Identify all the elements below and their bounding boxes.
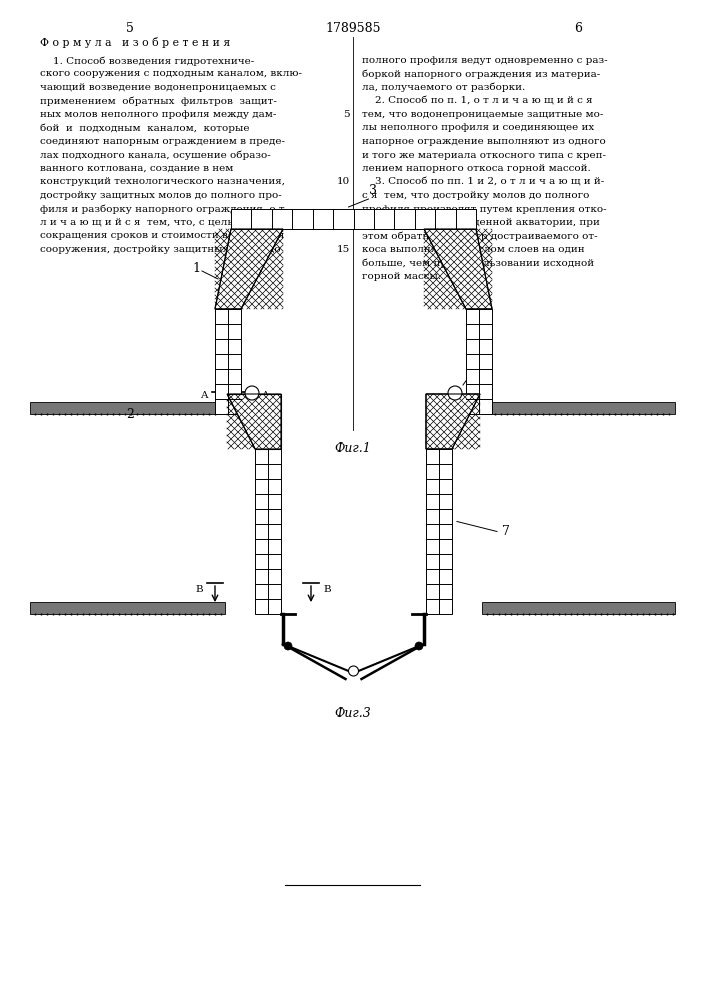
Bar bbox=[215, 309, 241, 414]
Text: соединяют напорным ограждением в преде-: соединяют напорным ограждением в преде- bbox=[40, 137, 285, 146]
Text: л и ч а ю щ и й с я  тем, что, с целью: л и ч а ю щ и й с я тем, что, с целью bbox=[40, 218, 242, 227]
Text: боркой напорного ограждения из материа-: боркой напорного ограждения из материа- bbox=[362, 70, 600, 79]
Text: A: A bbox=[261, 391, 269, 400]
Polygon shape bbox=[215, 229, 283, 309]
Text: конструкций технологического назначения,: конструкций технологического назначения, bbox=[40, 178, 285, 186]
Text: 8: 8 bbox=[477, 361, 485, 374]
Circle shape bbox=[415, 642, 423, 650]
Text: лах подходного канала, осушение образо-: лах подходного канала, осушение образо- bbox=[40, 150, 271, 160]
Polygon shape bbox=[424, 229, 492, 309]
Text: 6: 6 bbox=[574, 22, 582, 35]
Text: 1. Способ возведения гидротехниче-: 1. Способ возведения гидротехниче- bbox=[40, 56, 255, 66]
Text: с я  тем, что достройку молов до полного: с я тем, что достройку молов до полного bbox=[362, 191, 590, 200]
Text: напорное ограждение выполняют из одного: напорное ограждение выполняют из одного bbox=[362, 137, 606, 146]
Text: тем, что водонепроницаемые защитные мо-: тем, что водонепроницаемые защитные мо- bbox=[362, 110, 603, 119]
Text: больше, чем при использовании исходной: больше, чем при использовании исходной bbox=[362, 258, 594, 268]
Bar bbox=[255, 449, 281, 614]
Text: чающий возведение водонепроницаемых с: чающий возведение водонепроницаемых с bbox=[40, 83, 276, 92]
Text: ского сооружения с подходным каналом, вклю-: ского сооружения с подходным каналом, вк… bbox=[40, 70, 302, 79]
Circle shape bbox=[245, 386, 259, 400]
Text: полного профиля ведут одновременно с раз-: полного профиля ведут одновременно с раз… bbox=[362, 56, 607, 65]
Text: ла, получаемого от разборки.: ла, получаемого от разборки. bbox=[362, 83, 525, 93]
Text: 3: 3 bbox=[370, 184, 378, 197]
Bar bbox=[30, 602, 225, 614]
Text: лением напорного откоса горной массой.: лением напорного откоса горной массой. bbox=[362, 164, 591, 173]
Text: 7: 7 bbox=[502, 525, 510, 538]
Text: ванного котлована, создание в нем: ванного котлована, создание в нем bbox=[40, 164, 233, 173]
Text: сооружения, достройку защитных молов до: сооружения, достройку защитных молов до bbox=[40, 245, 281, 254]
Text: сокращения сроков и стоимости возведения: сокращения сроков и стоимости возведения bbox=[40, 232, 284, 240]
Text: 5: 5 bbox=[344, 110, 350, 119]
Text: 2. Способ по п. 1, о т л и ч а ю щ и й с я: 2. Способ по п. 1, о т л и ч а ю щ и й с… bbox=[362, 97, 592, 105]
Text: 2: 2 bbox=[126, 408, 134, 421]
Circle shape bbox=[448, 386, 462, 400]
Text: B: B bbox=[323, 584, 331, 593]
Text: 3. Способ по пп. 1 и 2, о т л и ч а ю щ и й-: 3. Способ по пп. 1 и 2, о т л и ч а ю щ … bbox=[362, 178, 604, 186]
Text: 10: 10 bbox=[337, 178, 350, 186]
Bar bbox=[231, 209, 476, 229]
Text: 5: 5 bbox=[126, 22, 134, 35]
Text: ных молов неполного профиля между дам-: ных молов неполного профиля между дам- bbox=[40, 110, 276, 119]
Text: 15: 15 bbox=[337, 245, 350, 254]
Bar bbox=[30, 402, 220, 414]
Text: лы неполного профиля и соединяющее их: лы неполного профиля и соединяющее их bbox=[362, 123, 595, 132]
Text: B: B bbox=[195, 584, 203, 593]
Text: 1789585: 1789585 bbox=[325, 22, 381, 35]
Polygon shape bbox=[426, 394, 480, 449]
Text: Ф о р м у л а   и з о б р е т е н и я: Ф о р м у л а и з о б р е т е н и я bbox=[40, 37, 230, 48]
Text: и того же материала откосного типа с креп-: и того же материала откосного типа с кре… bbox=[362, 150, 606, 159]
Polygon shape bbox=[227, 394, 281, 449]
Text: 1: 1 bbox=[192, 262, 200, 275]
Text: этом обратный фильтр достраиваемого от-: этом обратный фильтр достраиваемого от- bbox=[362, 232, 597, 241]
Text: са со стороны защищенной акватории, при: са со стороны защищенной акватории, при bbox=[362, 218, 600, 227]
Text: горной массы.: горной массы. bbox=[362, 272, 441, 281]
Circle shape bbox=[349, 666, 358, 676]
Text: профиля производят путем крепления отко-: профиля производят путем крепления отко- bbox=[362, 205, 607, 214]
Bar bbox=[466, 309, 492, 414]
Circle shape bbox=[284, 642, 292, 650]
Text: Фиг.3: Фиг.3 bbox=[334, 707, 371, 720]
Bar bbox=[426, 449, 452, 614]
Bar bbox=[490, 402, 675, 414]
Text: A: A bbox=[201, 391, 208, 400]
Text: применением  обратных  фильтров  защит-: применением обратных фильтров защит- bbox=[40, 97, 277, 106]
Text: достройку защитных молов до полного про-: достройку защитных молов до полного про- bbox=[40, 191, 282, 200]
Text: коса выполняют с числом слоев на один: коса выполняют с числом слоев на один bbox=[362, 245, 585, 254]
Text: филя и разборку напорного ограждения, о т-: филя и разборку напорного ограждения, о … bbox=[40, 205, 288, 214]
Text: Фиг.1: Фиг.1 bbox=[334, 442, 371, 455]
Bar bbox=[482, 602, 675, 614]
Text: бой  и  подходным  каналом,  которые: бой и подходным каналом, которые bbox=[40, 123, 250, 133]
